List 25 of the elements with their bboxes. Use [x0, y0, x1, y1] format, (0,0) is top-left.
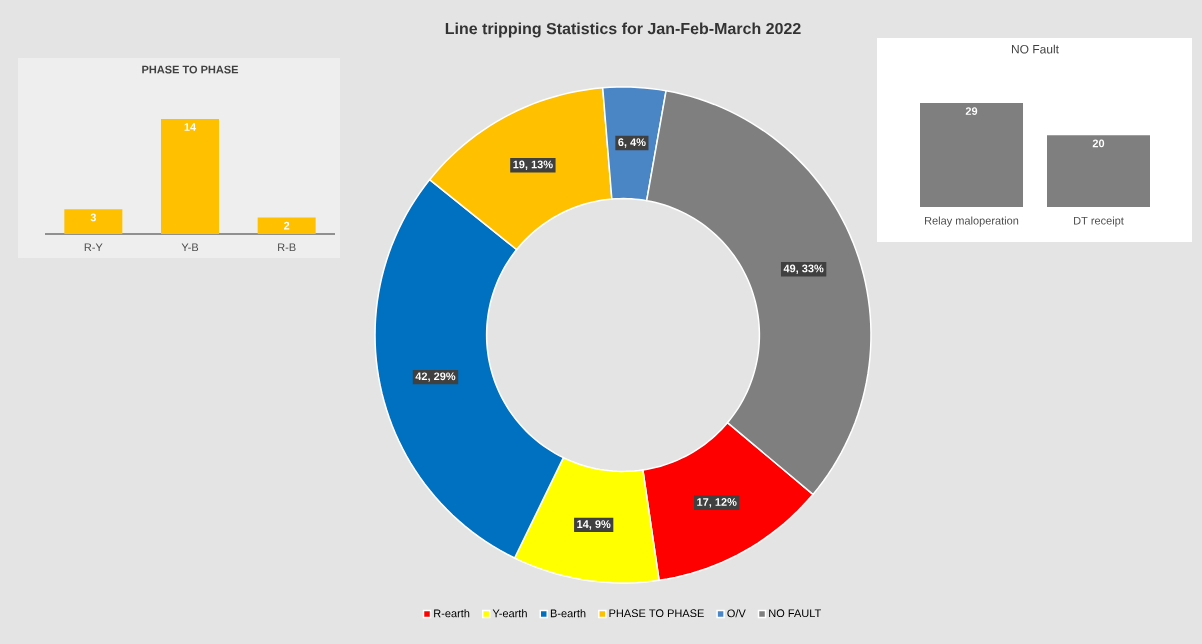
data-label: 20 — [1092, 139, 1105, 148]
data-label: 2 — [283, 221, 290, 230]
data-label: 42, 29% — [415, 372, 456, 382]
data-label: 6, 4% — [618, 138, 646, 148]
legend-label: R-earth — [434, 609, 470, 618]
data-label: 3 — [90, 213, 97, 222]
chart-title: PHASE TO PHASE — [142, 65, 239, 74]
legend-label: PHASE TO PHASE — [609, 609, 704, 618]
data-label: 17, 12% — [697, 498, 737, 508]
legend-label: B-earth — [550, 609, 586, 618]
x-tick-label: Relay maloperation — [925, 216, 1019, 227]
legend-label: Y-earth — [492, 609, 527, 618]
chart-title: NO Fault — [1011, 44, 1059, 54]
data-label: 49, 33% — [783, 264, 824, 274]
legend-label: NO FAULT — [769, 609, 821, 618]
chart-title: Line tripping Statistics for Jan-Feb-March 2022 — [445, 22, 801, 38]
x-tick-label: DT receipt — [1074, 216, 1124, 227]
x-tick-label: R-Y — [84, 243, 103, 252]
legend-label: O/V — [727, 609, 746, 618]
data-label: 14, 9% — [577, 520, 611, 530]
data-label: 29 — [965, 107, 978, 115]
data-label: 19, 13% — [513, 160, 553, 170]
x-tick-label: R-B — [278, 243, 296, 252]
data-label: 14 — [184, 123, 197, 131]
x-tick-label: Y-B — [181, 243, 199, 252]
